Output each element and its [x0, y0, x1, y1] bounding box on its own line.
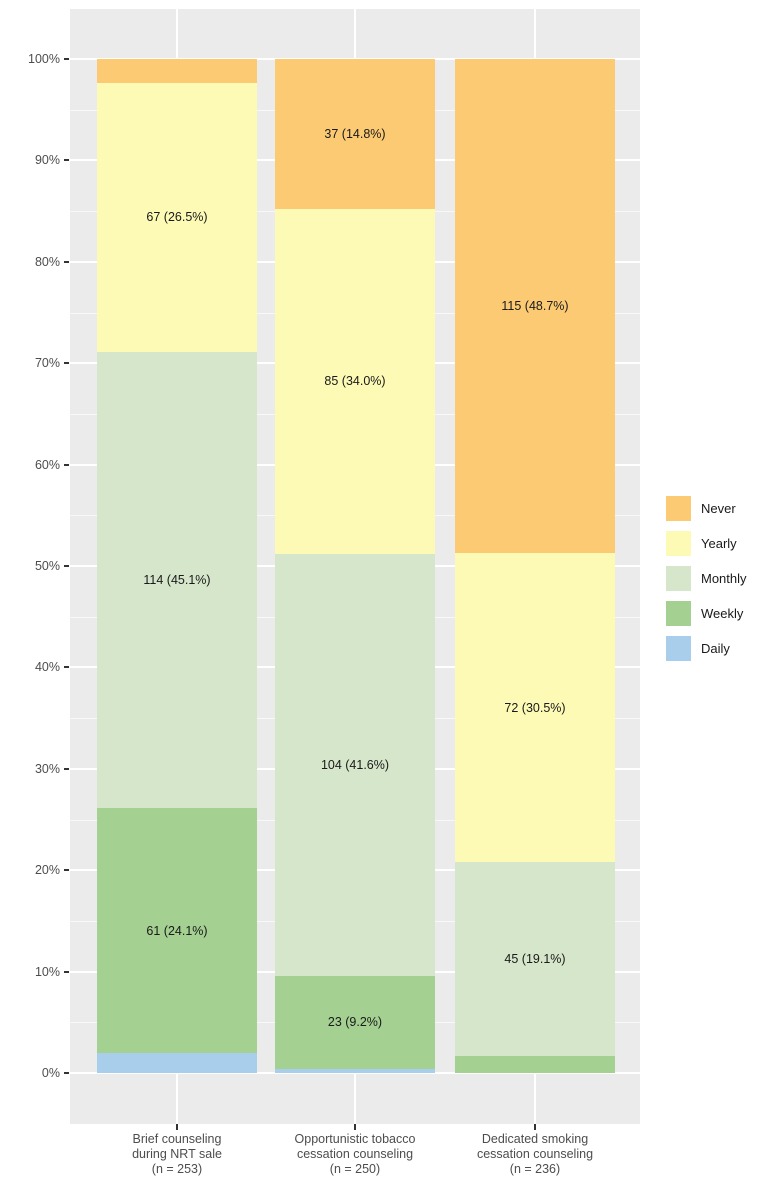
- x-tick-mark-category-1: [176, 1124, 178, 1130]
- y-tick-label-40%: 40%: [34, 660, 60, 675]
- segment-never-category-2: 37 (14.8%): [275, 59, 435, 210]
- segment-value-label: 67 (26.5%): [146, 210, 208, 225]
- segment-value-label: 37 (14.8%): [324, 127, 386, 142]
- y-tick-mark-30%: [64, 767, 69, 770]
- legend-swatch-monthly: [666, 566, 691, 591]
- segment-weekly-category-2: 23 (9.2%): [275, 975, 435, 1069]
- segment-monthly-category-3: 45 (19.1%): [455, 862, 615, 1056]
- x-category-label-line: (n = 253): [151, 1162, 203, 1176]
- segment-weekly-category-1: 61 (24.1%): [97, 808, 257, 1053]
- x-category-label-3: Dedicated smoking cessation counseling (n …: [425, 1132, 645, 1177]
- legend-label-yearly: Yearly: [701, 536, 737, 551]
- segment-value-label: 45 (19.1%): [504, 952, 566, 967]
- segment-value-label: 72 (30.5%): [504, 700, 566, 715]
- segment-monthly-category-1: 114 (45.1%): [97, 351, 257, 809]
- y-tick-mark-40%: [64, 666, 69, 669]
- x-category-label-2: Opportunistic tobacco cessation counselin…: [245, 1132, 465, 1177]
- x-category-label-line: (n = 250): [329, 1162, 381, 1176]
- y-tick-mark-50%: [64, 565, 69, 567]
- x-category-label-line: during NRT sale: [132, 1147, 222, 1161]
- segment-value-label: 85 (34.0%): [324, 374, 386, 389]
- y-tick-mark-20%: [64, 869, 69, 872]
- x-tick-mark-category-2: [354, 1124, 356, 1130]
- segment-yearly-category-1: 67 (26.5%): [97, 83, 257, 352]
- segment-value-label: 115 (48.7%): [501, 299, 569, 314]
- bar-category-1: 67 (26.5%) 114 (45.1%) 61 (24.1%): [97, 59, 257, 1073]
- segment-never-category-3: 115 (48.7%): [455, 59, 615, 554]
- legend-item-daily: Daily: [666, 636, 747, 661]
- y-tick-label-90%: 90%: [34, 153, 60, 168]
- legend-swatch-yearly: [666, 531, 691, 556]
- segment-value-label: 104 (41.6%): [320, 757, 390, 772]
- y-tick-label-60%: 60%: [34, 457, 60, 472]
- legend-swatch-daily: [666, 636, 691, 661]
- segment-value-label: 114 (45.1%): [143, 573, 211, 587]
- bar-category-3: 115 (48.7%) 72 (30.5%) 45 (19.1%): [455, 59, 615, 1073]
- legend-item-never: Never: [666, 496, 747, 521]
- y-tick-label-30%: 30%: [34, 761, 60, 776]
- segment-value-label: 23 (9.2%): [327, 1015, 383, 1030]
- y-tick-mark-10%: [64, 970, 69, 973]
- y-tick-label-20%: 20%: [34, 863, 60, 878]
- y-tick-mark-60%: [64, 463, 69, 466]
- x-category-label-1: Brief counseling during NRT sale (n = 253): [67, 1132, 287, 1177]
- y-tick-label-50%: 50%: [34, 559, 60, 573]
- segment-value-label: 61 (24.1%): [146, 923, 208, 938]
- y-tick-label-70%: 70%: [34, 356, 60, 371]
- legend: Never Yearly Monthly Weekly Daily: [666, 496, 747, 661]
- legend-label-monthly: Monthly: [701, 571, 747, 586]
- legend-item-monthly: Monthly: [666, 566, 747, 591]
- legend-label-daily: Daily: [701, 641, 730, 656]
- y-tick-mark-100%: [64, 58, 69, 60]
- legend-swatch-never: [666, 496, 691, 521]
- segment-weekly-category-3: [455, 1055, 615, 1073]
- x-category-label-line: Brief counseling: [132, 1132, 222, 1146]
- segment-never-category-1: [97, 59, 257, 84]
- y-tick-label-0%: 0%: [41, 1066, 60, 1080]
- legend-label-weekly: Weekly: [701, 606, 744, 621]
- x-category-label-line: cessation counseling: [296, 1147, 414, 1161]
- segment-monthly-category-2: 104 (41.6%): [275, 553, 435, 976]
- legend-item-weekly: Weekly: [666, 601, 747, 626]
- segment-yearly-category-2: 85 (34.0%): [275, 209, 435, 554]
- legend-label-never: Never: [701, 501, 736, 516]
- x-category-label-line: cessation counseling: [476, 1147, 594, 1161]
- x-category-label-line: Dedicated smoking: [481, 1132, 589, 1146]
- segment-yearly-category-3: 72 (30.5%): [455, 553, 615, 863]
- x-category-label-line: (n = 236): [509, 1162, 561, 1176]
- legend-swatch-weekly: [666, 601, 691, 626]
- y-tick-mark-0%: [64, 1072, 69, 1074]
- plot-panel: 67 (26.5%) 114 (45.1%) 61 (24.1%) 37 (14.8%…: [70, 9, 640, 1124]
- x-category-label-line: Opportunistic tobacco: [294, 1132, 416, 1146]
- bar-category-2: 37 (14.8%) 85 (34.0%) 104 (41.6%) 23 (9.2%): [275, 59, 435, 1073]
- y-tick-label-100%: 100%: [28, 52, 60, 66]
- segment-daily-category-1: [97, 1052, 257, 1073]
- segment-daily-category-2: [275, 1068, 435, 1073]
- y-tick-label-80%: 80%: [34, 254, 60, 269]
- y-tick-mark-80%: [64, 260, 69, 263]
- y-tick-mark-90%: [64, 159, 69, 162]
- y-tick-label-10%: 10%: [34, 964, 60, 979]
- x-tick-mark-category-3: [534, 1124, 536, 1130]
- y-tick-mark-70%: [64, 362, 69, 365]
- legend-item-yearly: Yearly: [666, 531, 747, 556]
